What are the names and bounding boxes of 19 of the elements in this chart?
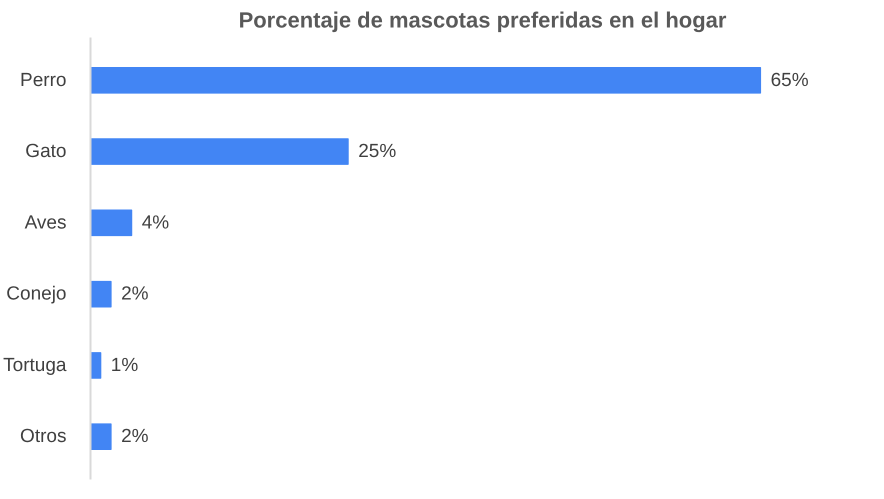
- y-tick-label: Conejo: [6, 284, 67, 305]
- bar: [90, 138, 349, 165]
- data-label: 2%: [121, 284, 149, 305]
- data-label: 1%: [110, 354, 138, 376]
- data-label: 65%: [770, 70, 809, 91]
- chart-title: Porcentaje de mascotas preferidas en el hogar: [238, 8, 727, 32]
- bar: [90, 210, 132, 236]
- y-tick-label: Perro: [20, 70, 67, 91]
- data-label: 4%: [142, 212, 170, 234]
- y-tick-label: Aves: [24, 212, 67, 234]
- data-label: 2%: [121, 426, 149, 448]
- bar: [90, 423, 112, 450]
- y-tick-label: Tortuga: [3, 354, 67, 376]
- y-tick-label: Otros: [20, 426, 66, 448]
- bar: [90, 352, 102, 379]
- bar: [90, 66, 762, 94]
- y-tick-label: Gato: [25, 141, 67, 162]
- data-label: 25%: [358, 141, 396, 162]
- bar: [90, 280, 112, 308]
